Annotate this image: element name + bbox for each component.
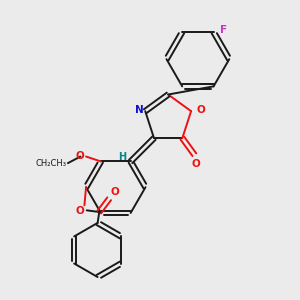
Text: N: N	[135, 104, 144, 115]
Text: O: O	[196, 105, 205, 115]
Text: H: H	[118, 152, 127, 161]
Text: F: F	[220, 26, 226, 35]
Text: CH₂CH₃: CH₂CH₃	[35, 159, 66, 168]
Text: O: O	[111, 187, 120, 197]
Text: O: O	[76, 151, 84, 161]
Text: O: O	[191, 159, 200, 169]
Text: O: O	[76, 206, 84, 216]
